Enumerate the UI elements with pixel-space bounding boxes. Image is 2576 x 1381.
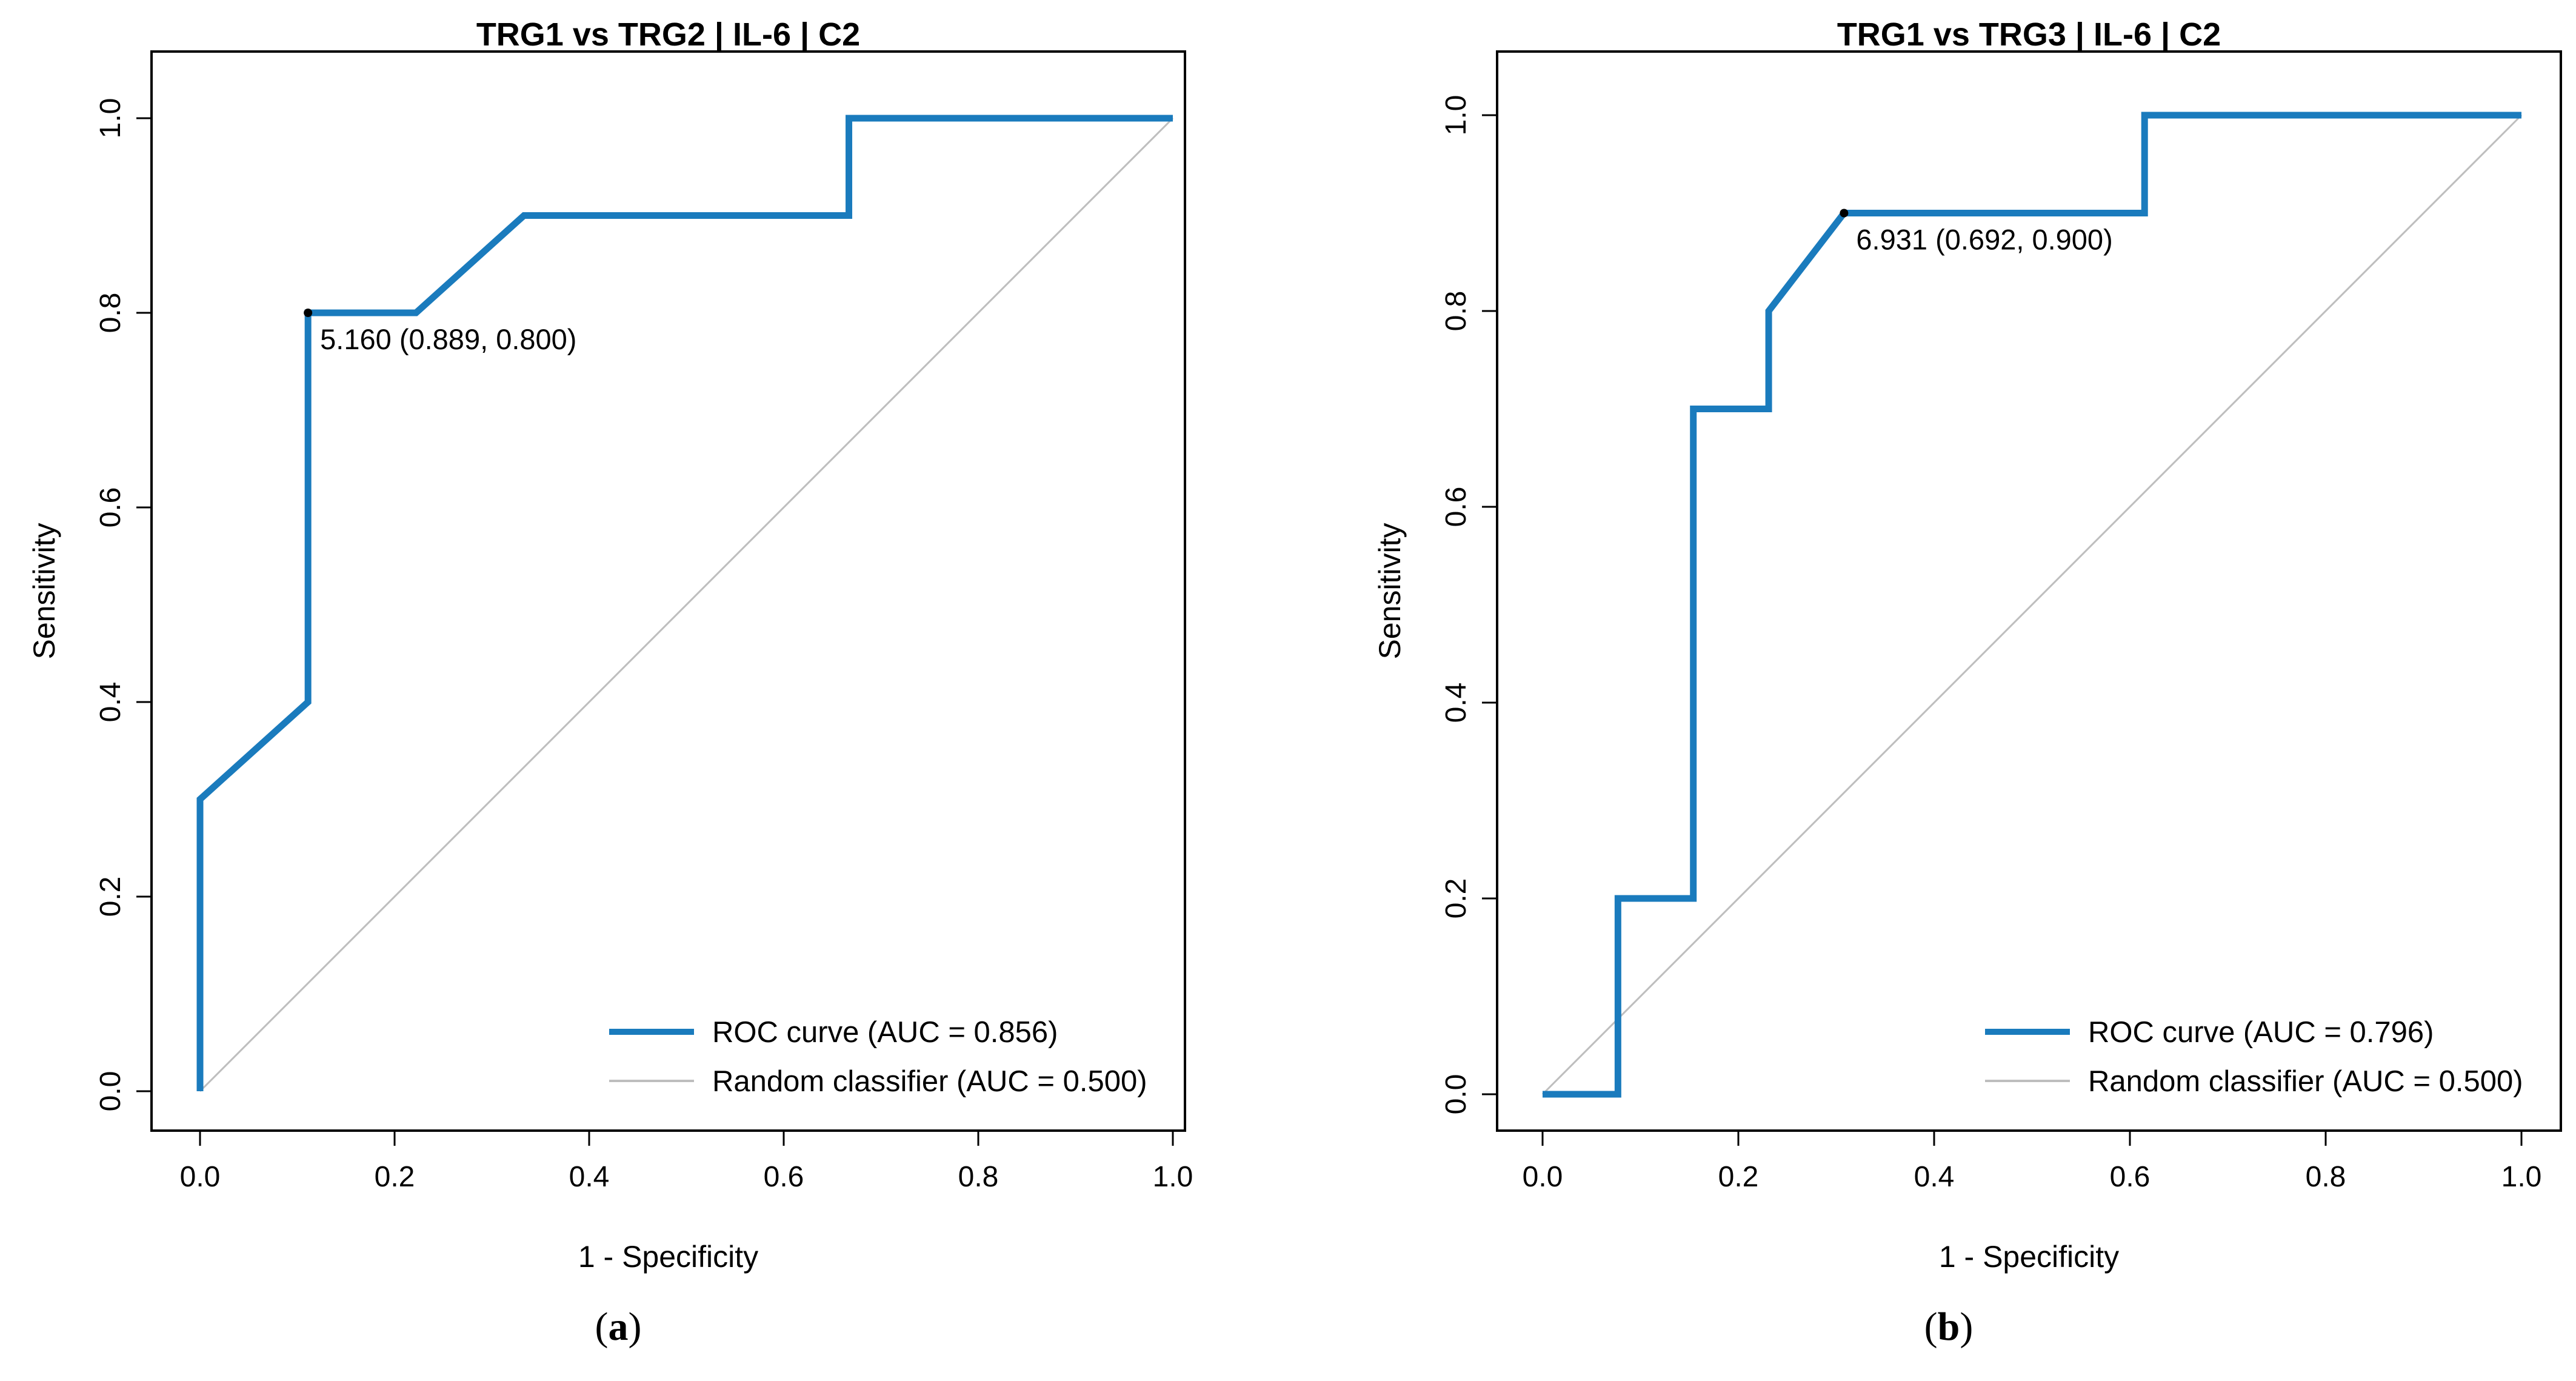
y-tick-label: 0.8	[95, 293, 127, 333]
y-tick-label: 0.4	[95, 682, 127, 723]
caption-letter: b	[1938, 1305, 1960, 1349]
caption-letter: a	[609, 1305, 629, 1349]
threshold-point	[1840, 209, 1849, 218]
panel-b: TRG1 vs TRG3 | IL-6 | C2 0.0 0.2 0.4 0.6 0.8 1…	[1373, 16, 2562, 1349]
x-tick-label: 0.6	[2110, 1161, 2151, 1193]
legend-label-roc: ROC curve (AUC = 0.856)	[712, 1016, 1058, 1049]
y-tick-label: 0.0	[1440, 1074, 1472, 1115]
y-tick-label: 0.6	[95, 487, 127, 528]
y-tick-label: 0.8	[1440, 291, 1472, 332]
x-tick-label: 0.4	[1914, 1161, 1955, 1193]
roc-curve-line	[196, 115, 1173, 1091]
chart-title: TRG1 vs TRG3 | IL-6 | C2	[1837, 16, 2221, 53]
legend-label-random: Random classifier (AUC = 0.500)	[712, 1065, 1147, 1098]
chart-title: TRG1 vs TRG2 | IL-6 | C2	[476, 16, 860, 53]
panel-a: TRG1 vs TRG2 | IL-6 | C2 0.0 0.2 0.4 0.6 0.8 1…	[27, 16, 1193, 1349]
x-tick-label: 1.0	[2501, 1161, 2542, 1193]
x-axis-label: 1 - Specificity	[578, 1240, 758, 1274]
x-tick-label: 0.2	[1718, 1161, 1759, 1193]
legend-label-random: Random classifier (AUC = 0.500)	[2088, 1065, 2523, 1098]
panel-caption: (b)	[1924, 1305, 1974, 1349]
plot-frame	[1496, 50, 2562, 1132]
x-tick-label: 0.8	[2306, 1161, 2346, 1193]
threshold-label: 5.160 (0.889, 0.800)	[320, 323, 576, 355]
y-axis-label: Sensitivity	[1373, 523, 1407, 659]
caption-close: )	[629, 1305, 642, 1349]
y-tick-label: 1.0	[95, 98, 127, 139]
caption-close: )	[1960, 1305, 1973, 1349]
y-tick-label: 0.0	[95, 1071, 127, 1112]
x-tick-label: 0.0	[1523, 1161, 1563, 1193]
x-tick-label: 0.8	[958, 1161, 999, 1193]
panel-caption: (a)	[595, 1305, 642, 1349]
x-axis-label: 1 - Specificity	[1939, 1240, 2119, 1274]
y-tick-label: 0.2	[95, 877, 127, 917]
x-tick-label: 0.0	[180, 1161, 221, 1193]
threshold-label: 6.931 (0.692, 0.900)	[1856, 224, 2112, 256]
y-tick-label: 0.4	[1440, 683, 1472, 723]
x-tick-label: 0.2	[375, 1161, 415, 1193]
y-tick-label: 0.6	[1440, 487, 1472, 527]
y-axis-label: Sensitivity	[27, 523, 61, 659]
y-tick-label: 1.0	[1440, 95, 1472, 136]
legend-label-roc: ROC curve (AUC = 0.796)	[2088, 1016, 2434, 1049]
random-classifier-line	[199, 117, 1174, 1092]
plot-frame	[150, 50, 1186, 1132]
x-tick-label: 0.4	[569, 1161, 610, 1193]
caption-open: (	[595, 1305, 609, 1349]
x-tick-label: 0.6	[764, 1161, 804, 1193]
random-classifier-line	[1541, 114, 2523, 1095]
y-tick-label: 0.2	[1440, 878, 1472, 919]
threshold-point	[304, 309, 313, 317]
x-tick-label: 1.0	[1153, 1161, 1193, 1193]
roc-curve-line	[1543, 112, 2521, 1098]
caption-open: (	[1924, 1305, 1938, 1349]
